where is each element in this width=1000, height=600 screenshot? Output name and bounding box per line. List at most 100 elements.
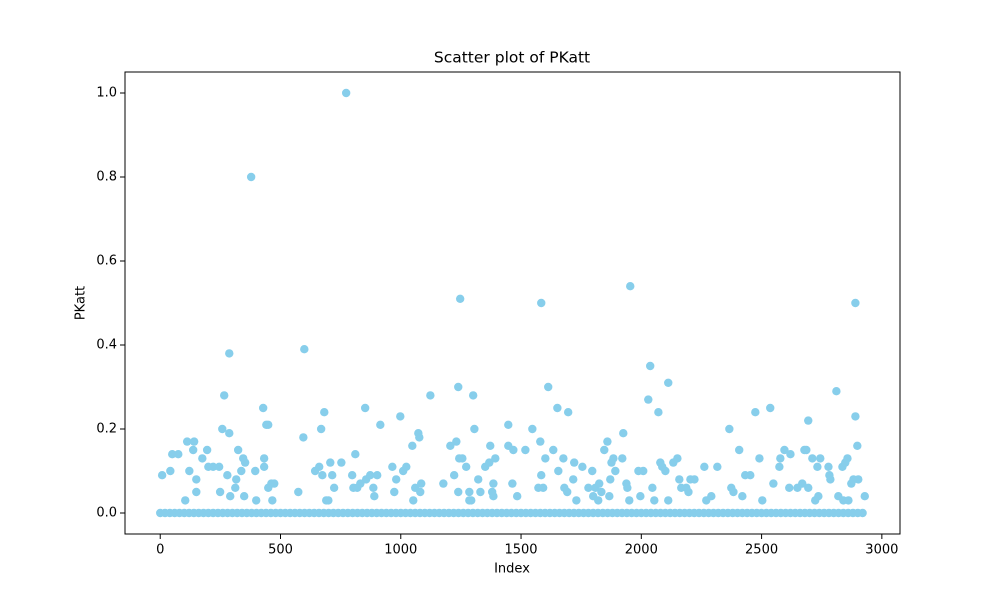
- chart-title: Scatter plot of PKatt: [434, 49, 590, 67]
- point: [563, 487, 572, 497]
- point: [755, 454, 764, 463]
- point: [553, 403, 562, 413]
- point: [600, 445, 609, 455]
- point: [225, 429, 234, 438]
- point: [504, 420, 513, 429]
- point: [214, 462, 224, 471]
- point: [832, 387, 841, 396]
- point: [802, 445, 811, 455]
- point: [439, 479, 448, 488]
- point: [537, 471, 546, 480]
- point: [851, 412, 860, 421]
- point: [318, 471, 327, 480]
- point: [785, 483, 794, 492]
- point: [549, 445, 558, 455]
- point: [775, 462, 784, 471]
- point: [320, 408, 329, 417]
- point: [324, 496, 333, 505]
- y-tick-label: 0.2: [96, 422, 117, 437]
- x-tick-label: 0: [156, 543, 164, 558]
- point: [650, 496, 659, 505]
- point: [369, 483, 378, 492]
- point: [769, 479, 778, 488]
- point: [826, 475, 835, 484]
- point: [584, 483, 593, 492]
- point: [538, 483, 548, 492]
- y-tick-label: 0.8: [96, 170, 117, 185]
- point: [181, 496, 190, 505]
- point: [489, 492, 498, 501]
- point: [328, 471, 337, 480]
- point: [786, 450, 795, 459]
- point: [329, 483, 339, 492]
- point: [814, 492, 823, 501]
- point: [661, 466, 670, 476]
- point: [541, 454, 550, 463]
- point: [578, 462, 587, 471]
- point: [559, 454, 568, 463]
- point: [843, 454, 852, 463]
- point: [360, 403, 370, 413]
- point: [198, 454, 207, 463]
- point: [860, 492, 869, 501]
- point: [192, 487, 201, 497]
- point: [341, 88, 351, 98]
- point: [485, 458, 494, 467]
- point: [597, 487, 606, 497]
- point: [605, 492, 614, 501]
- point: [264, 420, 273, 429]
- point: [563, 408, 573, 417]
- point: [233, 445, 243, 455]
- point: [300, 345, 309, 354]
- point: [372, 471, 382, 480]
- point: [251, 466, 260, 476]
- point: [426, 391, 435, 400]
- point: [664, 378, 673, 387]
- point: [738, 492, 747, 501]
- point: [476, 487, 485, 497]
- point: [572, 496, 581, 505]
- point: [461, 462, 471, 471]
- point: [798, 479, 807, 488]
- point: [853, 441, 862, 450]
- point: [215, 487, 225, 497]
- point: [858, 508, 867, 518]
- point: [454, 382, 463, 392]
- point: [611, 466, 620, 476]
- point: [268, 496, 277, 505]
- point: [664, 496, 673, 505]
- point: [537, 298, 546, 308]
- point: [370, 492, 379, 501]
- point: [166, 466, 175, 476]
- point: [316, 424, 326, 434]
- point: [776, 454, 785, 463]
- point: [366, 471, 375, 480]
- point: [185, 466, 194, 476]
- point: [554, 466, 563, 476]
- point: [468, 391, 478, 400]
- x-tick-label: 1000: [384, 543, 417, 558]
- point: [491, 454, 500, 463]
- y-tick-label: 0.4: [96, 338, 117, 353]
- point: [467, 496, 476, 505]
- point: [182, 437, 192, 446]
- point: [237, 466, 246, 476]
- point: [569, 475, 578, 484]
- y-axis-label: PKatt: [74, 286, 89, 320]
- point: [189, 437, 199, 446]
- point: [528, 424, 537, 434]
- point: [646, 361, 655, 371]
- point: [690, 475, 699, 484]
- x-axis-label: Index: [494, 562, 530, 577]
- y-tick-label: 1.0: [96, 86, 117, 101]
- point: [396, 412, 405, 421]
- point: [639, 466, 648, 476]
- point: [188, 445, 198, 455]
- point: [246, 172, 256, 182]
- point: [623, 483, 632, 492]
- point: [408, 441, 417, 450]
- point: [725, 424, 734, 434]
- point: [416, 487, 425, 497]
